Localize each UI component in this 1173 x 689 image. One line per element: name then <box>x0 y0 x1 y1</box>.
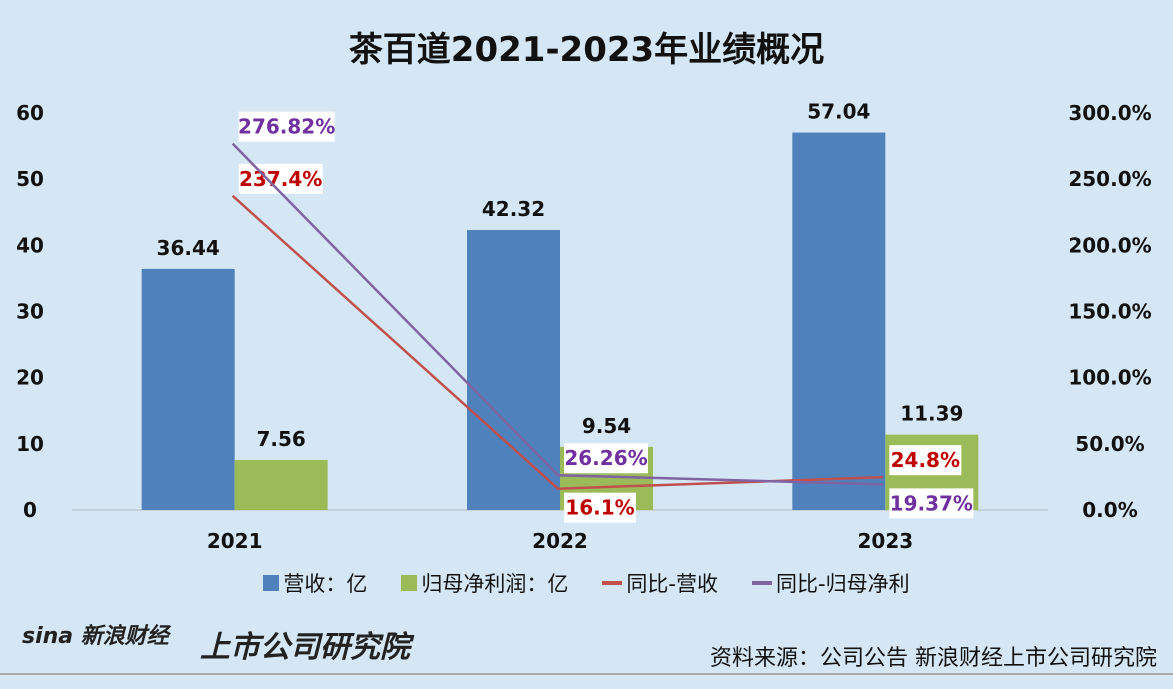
line-label-box <box>564 443 648 474</box>
y2-tick-label: 200.0% <box>1068 233 1151 257</box>
legend-item: 营收：亿 <box>263 568 367 598</box>
legend-marker <box>401 575 418 591</box>
legend-label: 同比-营收 <box>626 572 718 596</box>
y2-tick-label: 150.0% <box>1068 300 1151 324</box>
chart-plot: 0 10 20 30 40 50 60 0.0% 50.0% 100.0% 150.0% 200.0%… <box>16 100 1152 553</box>
line-data-label: 16.1% <box>565 496 634 520</box>
y-tick-label: 0 <box>23 498 37 522</box>
bar-data-label: 36.44 <box>157 236 220 260</box>
y-tick-label: 60 <box>16 101 44 125</box>
line-label-box <box>889 445 962 476</box>
institute-logo: 上市公司研究院 <box>200 630 410 665</box>
line-label-box <box>238 163 323 194</box>
legend: 营收：亿 归母净利润：亿 同比-营收 同比-归母净利 <box>0 568 1173 598</box>
line-series-profit-yoy <box>231 142 884 486</box>
bar-revenue <box>792 132 886 510</box>
line-data-label: 26.26% <box>564 446 647 470</box>
legend-item: 归母净利润：亿 <box>401 568 568 598</box>
legend-marker <box>752 581 772 585</box>
legend-marker <box>602 581 623 585</box>
legend-item: 同比-营收 <box>602 568 718 598</box>
line-label-box <box>238 111 335 142</box>
bar-data-label: 7.56 <box>256 427 305 451</box>
legend-label: 同比-归母净利 <box>776 572 910 596</box>
line-label-box <box>564 492 636 523</box>
y2-tick-label: 250.0% <box>1068 167 1151 191</box>
line-data-label: 24.8% <box>891 448 960 472</box>
line-data-label: 19.37% <box>890 491 973 515</box>
y-tick-label: 30 <box>16 300 44 324</box>
y-tick-label: 40 <box>16 233 44 257</box>
y2-tick-label: 0.0% <box>1082 498 1137 522</box>
y2-tick-label: 100.0% <box>1068 366 1151 390</box>
line-data-label: 237.4% <box>239 167 322 191</box>
y2-tick-label: 50.0% <box>1075 432 1144 456</box>
bar-data-label: 9.54 <box>582 414 631 438</box>
source-note: 资料来源：公司公告 新浪财经上市公司研究院 <box>710 646 1157 671</box>
legend-label: 营收：亿 <box>283 572 368 596</box>
chart-title: 茶百道2021-2023年业绩概况 <box>348 30 825 70</box>
divider <box>0 673 1173 675</box>
bar-data-label: 11.39 <box>900 402 963 426</box>
bar-revenue <box>141 268 235 510</box>
legend-item: 同比-归母净利 <box>752 568 910 598</box>
y-tick-label: 10 <box>16 432 44 456</box>
x-tick-label: 2022 <box>532 529 588 553</box>
bar-data-label: 42.32 <box>482 197 545 221</box>
line-data-label: 276.82% <box>238 115 335 139</box>
bar-revenue <box>467 229 560 510</box>
line-label-box <box>889 488 974 519</box>
y2-tick-label: 300.0% <box>1068 101 1151 125</box>
bar-data-label: 57.04 <box>807 100 870 124</box>
legend-marker <box>263 575 280 591</box>
y-tick-label: 50 <box>16 167 44 191</box>
bar-profit <box>234 459 328 510</box>
legend-label: 归母净利润：亿 <box>421 572 569 596</box>
x-tick-label: 2021 <box>207 529 263 553</box>
y-tick-label: 20 <box>16 366 44 390</box>
sina-logo: sina 新浪财经 <box>22 624 169 649</box>
x-tick-label: 2023 <box>857 529 913 553</box>
